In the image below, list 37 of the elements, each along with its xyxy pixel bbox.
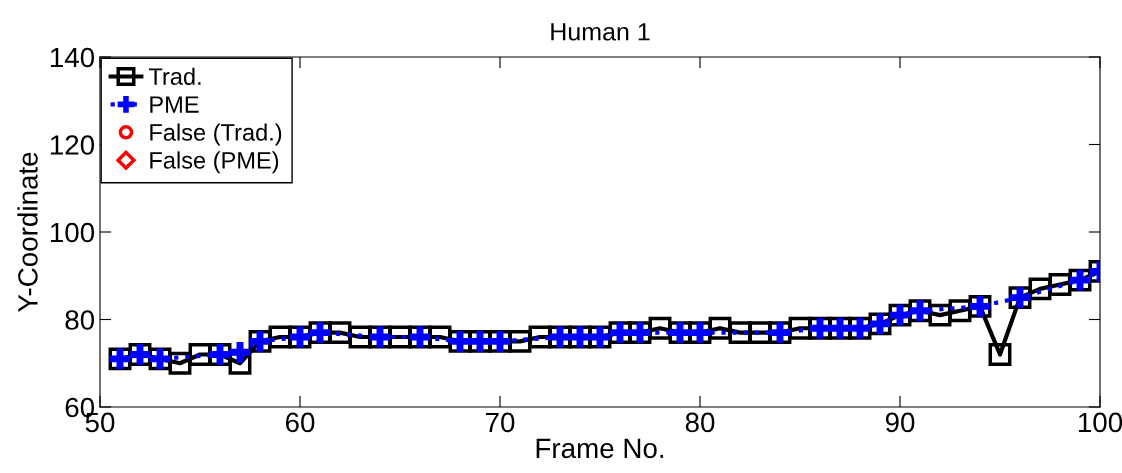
point — [708, 316, 732, 340]
point — [928, 303, 952, 327]
legend-label: False (Trad.) — [150, 123, 282, 146]
legend-label: PME — [150, 96, 199, 113]
point — [988, 343, 1012, 366]
y-tick-label: 100 — [50, 222, 95, 243]
point — [528, 325, 552, 349]
x-tick-label: 90 — [885, 412, 915, 433]
x-tick-label: 60 — [285, 412, 315, 433]
point — [188, 343, 212, 366]
point — [788, 316, 812, 340]
y-tick-label: 140 — [50, 47, 95, 68]
chart-title: Human 1 — [551, 23, 650, 41]
point — [388, 325, 412, 349]
x-tick-label: 100 — [1078, 412, 1122, 433]
legend-label: False (PME) — [150, 151, 279, 174]
point — [1028, 277, 1052, 301]
legend-label: Trad. — [148, 67, 201, 85]
point — [228, 351, 252, 375]
point — [268, 325, 292, 349]
x-tick-label: 80 — [685, 412, 715, 433]
y-axis-title: Y-Coordinate — [17, 152, 38, 312]
point — [328, 321, 352, 345]
point — [948, 299, 972, 323]
point — [508, 329, 532, 353]
point — [229, 341, 251, 363]
y-tick-label: 120 — [50, 135, 95, 155]
x-tick-label: 70 — [485, 412, 515, 433]
point — [728, 321, 752, 345]
point — [648, 316, 672, 340]
point — [428, 325, 452, 349]
point — [748, 321, 772, 345]
y-tick-label: 80 — [65, 310, 95, 330]
point — [348, 325, 372, 349]
point — [1048, 273, 1072, 296]
point — [168, 351, 192, 375]
x-axis-title: Frame No. — [536, 438, 664, 459]
